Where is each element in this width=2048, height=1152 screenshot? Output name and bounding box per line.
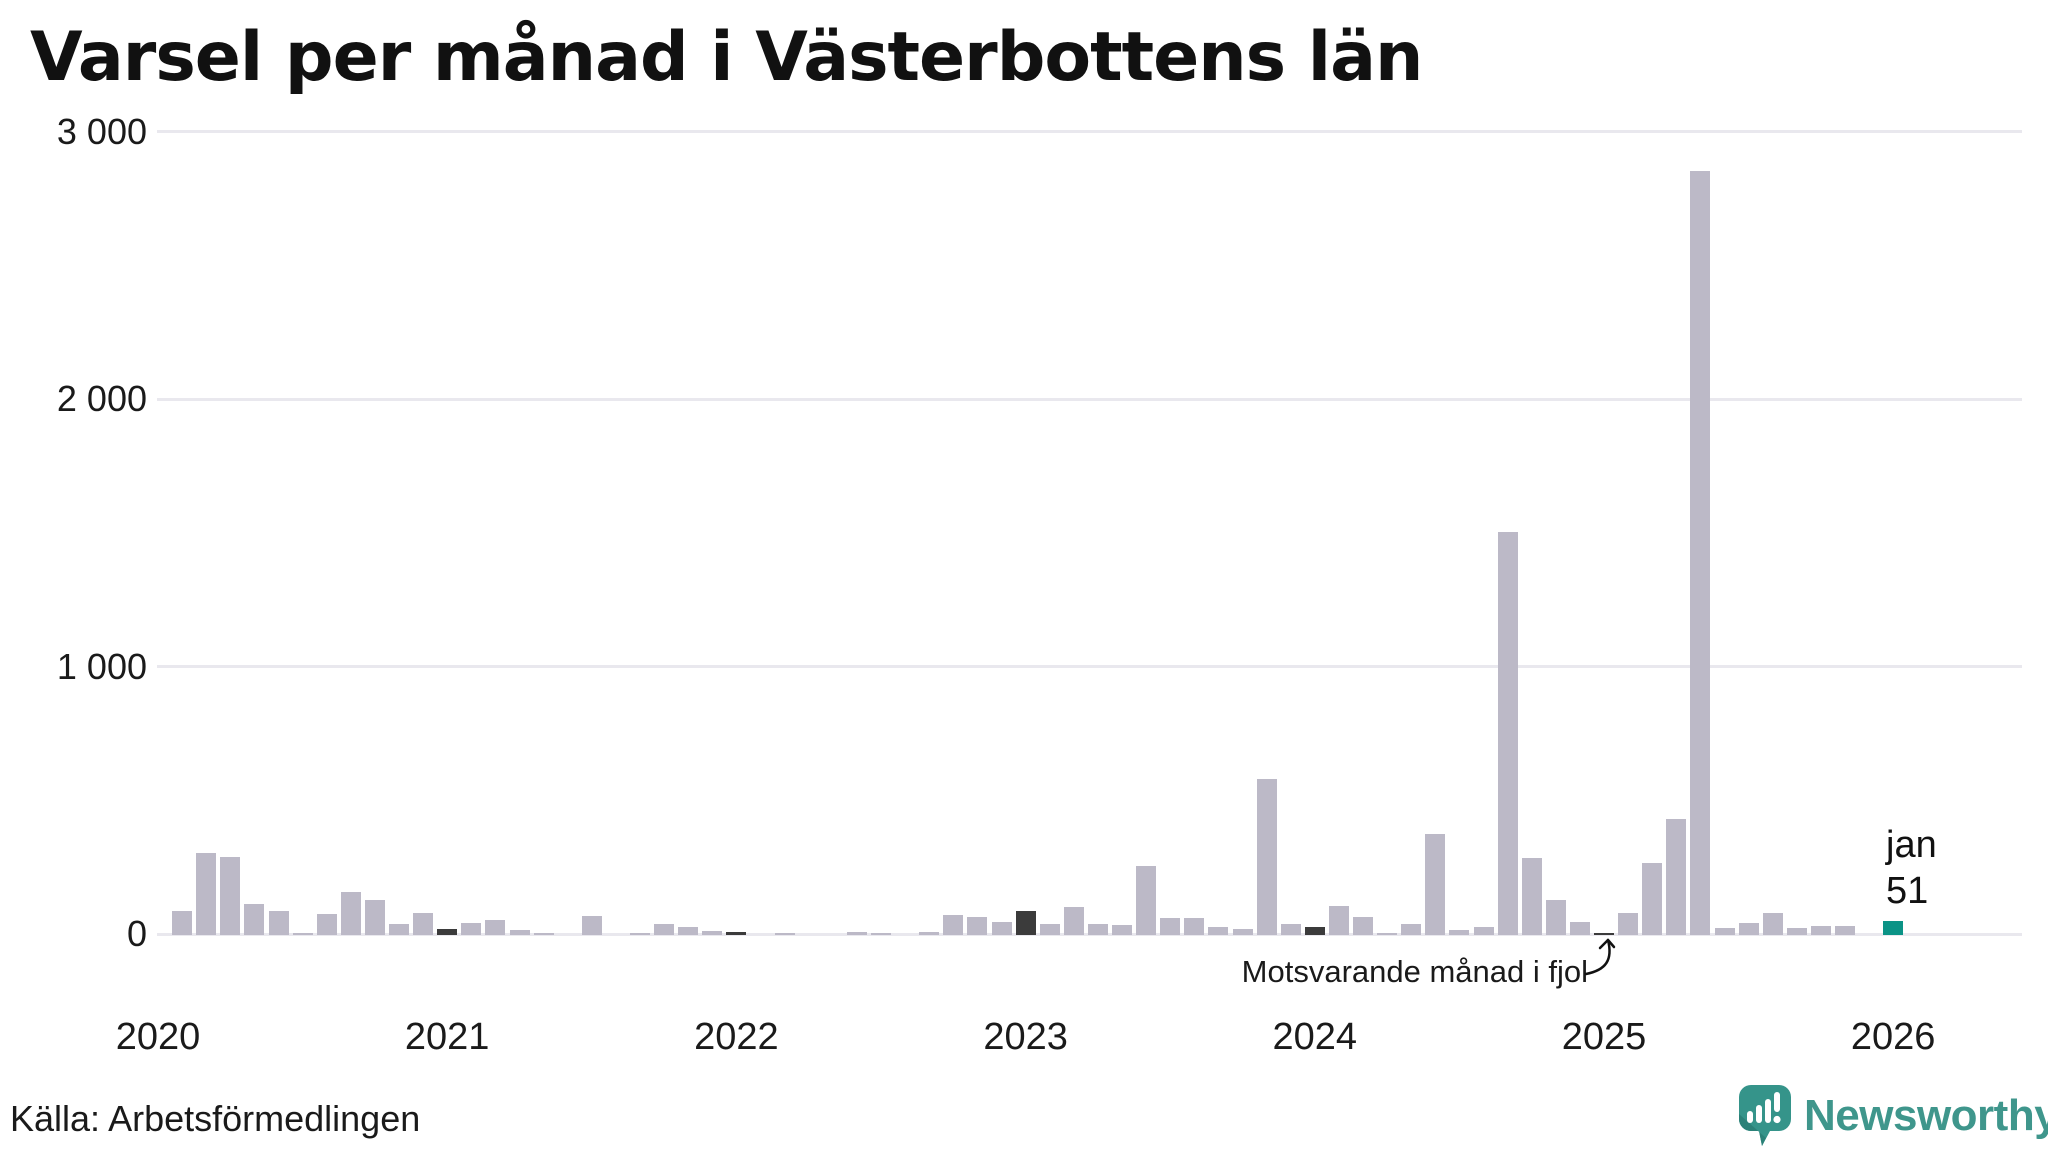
x-axis-year-2024: 2024 — [1272, 1016, 1358, 1058]
bar-2025-06[interactable] — [1714, 927, 1735, 935]
bar-2023-10[interactable] — [1232, 928, 1253, 935]
bar-2025-11[interactable] — [1835, 926, 1855, 935]
bar-2023-08[interactable] — [1184, 917, 1205, 935]
gridline-y2000 — [157, 397, 2022, 401]
bar-2024-10[interactable] — [1521, 858, 1542, 935]
bar-2020-08[interactable] — [316, 914, 337, 935]
bar-2023-06[interactable] — [1136, 865, 1157, 935]
brand-name: Newsworthy — [1804, 1091, 2048, 1140]
bar-2021-04[interactable] — [509, 929, 530, 935]
bar-2022-09[interactable] — [919, 932, 940, 935]
bar-2025-04[interactable] — [1666, 819, 1687, 935]
bar-2025-08[interactable] — [1762, 913, 1783, 935]
y-axis-tick-label: 3 000 — [56, 110, 147, 152]
bar-2025-02[interactable] — [1618, 913, 1639, 935]
current-value-number: 51 — [1886, 870, 1929, 912]
newsworthy-bubble-icon — [1739, 1085, 1791, 1146]
bar-2025-10[interactable] — [1810, 926, 1831, 935]
bar-2021-03[interactable] — [485, 919, 506, 935]
bar-2020-11[interactable] — [389, 924, 409, 935]
bar-2023-03[interactable] — [1063, 906, 1084, 935]
bar-2025-03[interactable] — [1642, 863, 1663, 935]
annotation-arrow-icon — [1584, 938, 1616, 976]
source-text: Källa: Arbetsförmedlingen — [10, 1098, 421, 1139]
bar-2023-04[interactable] — [1087, 924, 1108, 935]
bar-2020-04[interactable] — [220, 857, 241, 935]
gridline-y1000 — [157, 665, 2022, 668]
bar-2022-11[interactable] — [967, 917, 988, 935]
gridline-y3000 — [157, 130, 2022, 133]
bar-2022-03[interactable] — [774, 932, 795, 935]
bar-2023-02[interactable] — [1039, 923, 1060, 935]
bar-2023-01[interactable] — [1015, 910, 1036, 935]
bar-2020-05[interactable] — [244, 903, 265, 935]
bar-2024-05[interactable] — [1401, 924, 1422, 935]
x-axis-year-2021: 2021 — [404, 1016, 490, 1058]
bar-2024-03[interactable] — [1353, 917, 1373, 935]
bar-2021-10[interactable] — [654, 923, 675, 935]
bar-2020-07[interactable] — [292, 933, 313, 935]
bar-2025-07[interactable] — [1738, 922, 1759, 935]
x-axis-year-2020: 2020 — [115, 1016, 201, 1058]
bar-2024-12[interactable] — [1569, 921, 1590, 935]
bar-2024-04[interactable] — [1377, 932, 1398, 935]
bar-2022-10[interactable] — [943, 914, 964, 935]
annotation-last-year: Motsvarande månad i fjol — [1241, 954, 1588, 989]
bar-2025-05[interactable] — [1690, 171, 1711, 935]
bar-2024-08[interactable] — [1473, 926, 1494, 935]
y-axis-tick-label: 1 000 — [56, 645, 147, 687]
bar-2022-01[interactable] — [726, 931, 747, 935]
bar-2024-07[interactable] — [1449, 929, 1470, 935]
chart-title: Varsel per månad i Västerbottens län — [30, 18, 1423, 97]
bar-2025-09[interactable] — [1786, 928, 1807, 935]
bar-2024-06[interactable] — [1425, 834, 1446, 935]
bar-2021-12[interactable] — [702, 930, 723, 935]
bar-2020-09[interactable] — [340, 892, 361, 935]
bar-2020-03[interactable] — [196, 852, 217, 935]
bar-2020-12[interactable] — [413, 913, 434, 935]
bar-2021-11[interactable] — [678, 926, 699, 935]
bar-2023-07[interactable] — [1160, 917, 1181, 935]
bar-2024-11[interactable] — [1545, 899, 1566, 935]
bar-2021-05[interactable] — [533, 933, 554, 935]
bar-2020-10[interactable] — [364, 899, 385, 935]
bar-2020-02[interactable] — [172, 910, 193, 935]
bar-2022-12[interactable] — [991, 921, 1012, 935]
current-value-month: jan — [1886, 824, 1937, 866]
bar-2024-09[interactable] — [1497, 531, 1518, 935]
y-axis-tick-label: 0 — [126, 913, 147, 954]
x-axis-year-2025: 2025 — [1561, 1016, 1647, 1058]
bar-2026-01[interactable] — [1883, 921, 1904, 935]
bar-2024-02[interactable] — [1328, 906, 1349, 935]
bar-2023-12[interactable] — [1280, 923, 1301, 935]
x-axis-year-2026: 2026 — [1850, 1016, 1936, 1058]
x-axis-year-2023: 2023 — [983, 1016, 1068, 1058]
bar-2021-02[interactable] — [461, 922, 482, 935]
brand-logo[interactable]: Newsworthy — [1738, 1084, 2048, 1148]
bar-2021-09[interactable] — [630, 933, 650, 935]
bar-2020-06[interactable] — [268, 910, 289, 935]
bar-2024-01[interactable] — [1304, 926, 1325, 935]
bar-2023-11[interactable] — [1256, 779, 1277, 935]
bar-2023-09[interactable] — [1208, 926, 1229, 935]
bar-2022-07[interactable] — [871, 933, 891, 935]
current-value-label: jan 51 — [1886, 822, 1937, 914]
y-axis-tick-label: 2 000 — [56, 378, 147, 419]
x-axis-year-2022: 2022 — [694, 1016, 779, 1058]
bar-2023-05[interactable] — [1112, 925, 1132, 935]
bar-2022-06[interactable] — [846, 932, 867, 935]
bar-2021-07[interactable] — [581, 916, 602, 935]
bar-2021-01[interactable] — [437, 928, 458, 935]
bar-2025-01[interactable] — [1594, 933, 1614, 935]
